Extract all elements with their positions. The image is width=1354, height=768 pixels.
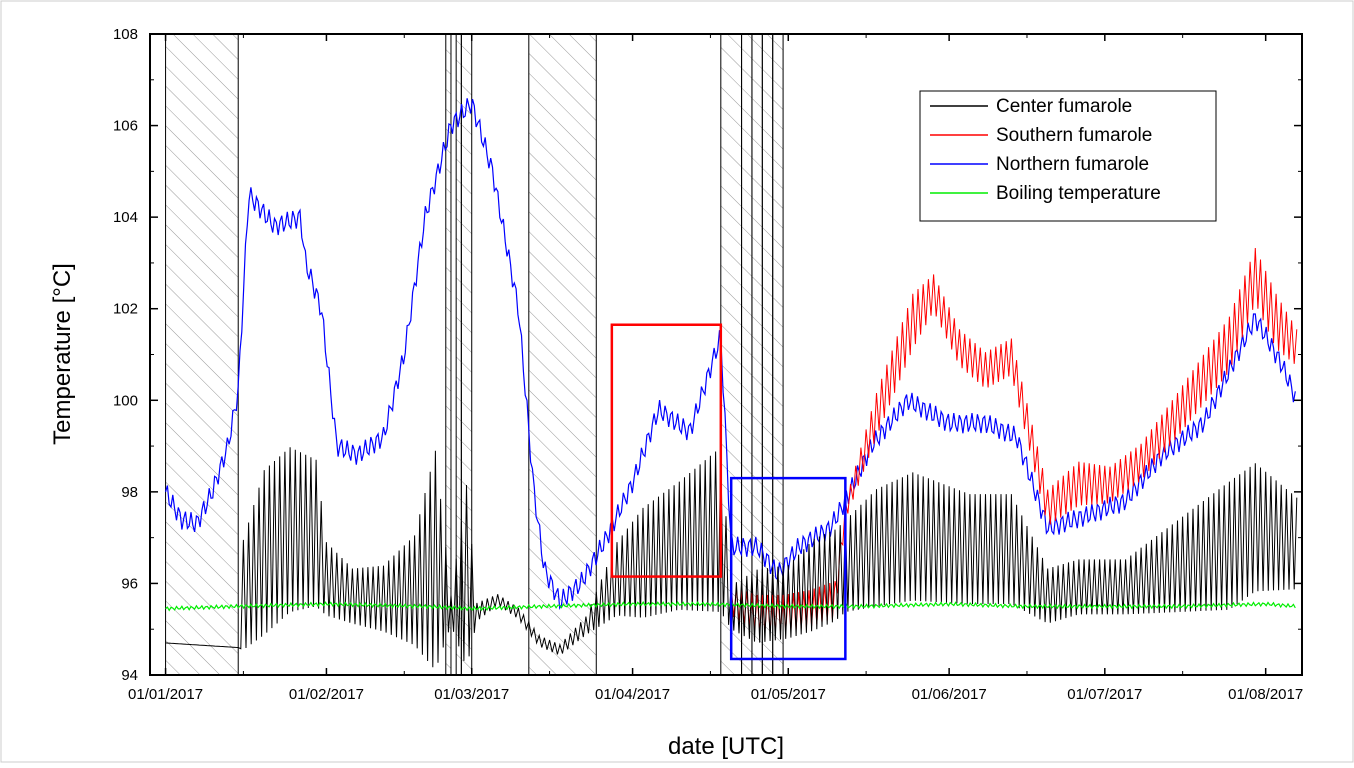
y-axis: 94 96 98 100 102 104 106 108 <box>113 26 1302 684</box>
x-axis: 01/01/2017 01/02/2017 01/03/2017 01/04/2017… <box>128 34 1303 703</box>
y-tick-label: 94 <box>121 667 138 684</box>
hatched-period <box>460 34 473 675</box>
legend-label: Southern fumarole <box>996 125 1152 146</box>
x-tick-label: 01/04/2017 <box>595 686 670 703</box>
highlight-box <box>729 476 847 661</box>
legend: Center fumarole Southern fumarole Northern… <box>919 90 1217 222</box>
y-tick-label: 96 <box>121 575 138 592</box>
y-tick-label: 108 <box>113 26 138 43</box>
hatched-period <box>528 34 597 675</box>
highlight-boxes <box>610 323 847 661</box>
y-tick-label: 106 <box>113 118 138 135</box>
y-tick-label: 102 <box>113 301 138 318</box>
legend-label: Boiling temperature <box>996 183 1161 204</box>
x-tick-label: 01/06/2017 <box>912 686 987 703</box>
x-tick-label: 01/05/2017 <box>751 686 826 703</box>
y-tick-label: 100 <box>113 392 138 409</box>
x-tick-label: 01/02/2017 <box>289 686 364 703</box>
hatched-period <box>445 34 452 675</box>
y-tick-label: 104 <box>113 209 138 226</box>
x-tick-label: 01/03/2017 <box>434 686 509 703</box>
y-axis-title: Temperature [°C] <box>49 263 76 445</box>
x-tick-label: 01/07/2017 <box>1067 686 1142 703</box>
highlight-box <box>610 323 723 578</box>
legend-label: Northern fumarole <box>996 154 1149 175</box>
hatched-period <box>772 34 784 675</box>
legend-box <box>919 90 1217 222</box>
x-tick-label: 01/08/2017 <box>1228 686 1303 703</box>
x-axis-title: date [UTC] <box>668 733 784 760</box>
hatched-periods <box>165 34 784 675</box>
series-line-southern-fumarole <box>730 247 1298 632</box>
x-tick-label: 01/01/2017 <box>128 686 203 703</box>
hatched-period <box>165 34 239 675</box>
legend-label: Center fumarole <box>996 96 1132 117</box>
y-tick-label: 98 <box>121 484 138 501</box>
